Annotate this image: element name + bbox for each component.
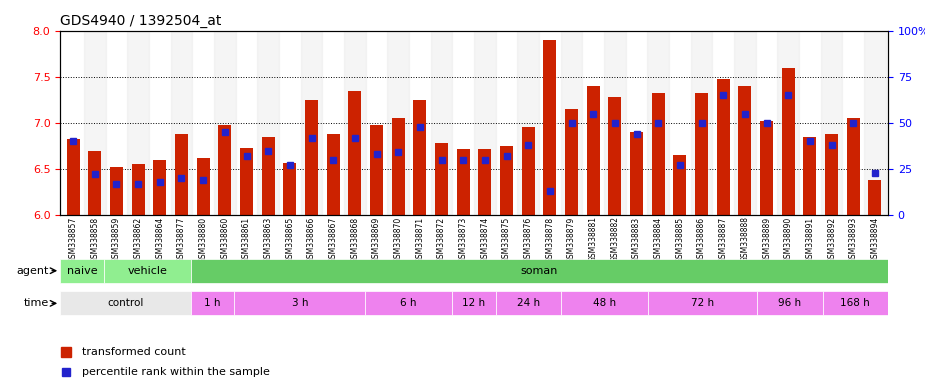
Bar [128, 31, 149, 215]
Bar [344, 31, 365, 215]
Bar [388, 31, 409, 215]
Bar [478, 149, 491, 215]
Text: soman: soman [521, 266, 558, 276]
Bar [804, 137, 817, 215]
Bar [240, 148, 253, 215]
Bar [543, 40, 557, 215]
Text: time: time [24, 298, 49, 308]
Text: 6 h: 6 h [401, 298, 417, 308]
Text: transformed count: transformed count [82, 346, 186, 357]
Bar [257, 31, 279, 215]
Bar [864, 31, 886, 215]
Bar [846, 118, 860, 215]
Bar [517, 31, 539, 215]
Bar [110, 167, 123, 215]
Bar [413, 100, 426, 215]
Bar [565, 109, 578, 215]
Bar [305, 100, 318, 215]
Bar [717, 79, 730, 215]
Text: percentile rank within the sample: percentile rank within the sample [82, 366, 270, 377]
Bar [327, 134, 339, 215]
Bar [170, 31, 192, 215]
Bar [131, 164, 144, 215]
Bar [778, 31, 799, 215]
Text: 1 h: 1 h [204, 298, 221, 308]
Bar [869, 180, 882, 215]
Bar [630, 132, 643, 215]
FancyBboxPatch shape [104, 259, 191, 283]
Bar [262, 137, 275, 215]
Bar [561, 31, 583, 215]
FancyBboxPatch shape [822, 291, 888, 316]
FancyBboxPatch shape [648, 291, 758, 316]
Text: 72 h: 72 h [691, 298, 714, 308]
Text: GDS4940 / 1392504_at: GDS4940 / 1392504_at [60, 14, 221, 28]
Text: vehicle: vehicle [128, 266, 167, 276]
Bar [648, 31, 669, 215]
FancyBboxPatch shape [758, 291, 822, 316]
Bar [604, 31, 626, 215]
Bar [673, 155, 686, 215]
Bar [586, 86, 599, 215]
Text: 24 h: 24 h [517, 298, 540, 308]
Text: 168 h: 168 h [841, 298, 870, 308]
Bar [820, 31, 843, 215]
Bar [825, 134, 838, 215]
Bar [218, 125, 231, 215]
FancyBboxPatch shape [452, 291, 496, 316]
Bar [738, 86, 751, 215]
Text: agent: agent [17, 266, 49, 276]
FancyBboxPatch shape [234, 291, 365, 316]
Bar [734, 31, 756, 215]
Bar [370, 125, 383, 215]
Text: 12 h: 12 h [462, 298, 486, 308]
Bar [214, 31, 236, 215]
Bar [349, 91, 362, 215]
Bar [457, 149, 470, 215]
Bar [88, 151, 102, 215]
Bar [175, 134, 188, 215]
Bar [67, 139, 80, 215]
FancyBboxPatch shape [561, 291, 648, 316]
Bar [652, 93, 665, 215]
Bar [84, 31, 105, 215]
FancyBboxPatch shape [365, 291, 452, 316]
Bar [691, 31, 712, 215]
Bar [782, 68, 795, 215]
Bar [522, 127, 535, 215]
Bar [474, 31, 496, 215]
FancyBboxPatch shape [191, 291, 234, 316]
Bar [431, 31, 452, 215]
FancyBboxPatch shape [496, 291, 561, 316]
Bar [609, 97, 622, 215]
Text: 48 h: 48 h [593, 298, 616, 308]
Bar [500, 146, 513, 215]
Text: 96 h: 96 h [779, 298, 802, 308]
Text: naive: naive [67, 266, 97, 276]
Bar [283, 164, 296, 215]
Bar [154, 160, 166, 215]
Bar [435, 143, 448, 215]
Bar [695, 93, 709, 215]
FancyBboxPatch shape [191, 259, 888, 283]
FancyBboxPatch shape [60, 291, 191, 316]
Text: 3 h: 3 h [291, 298, 308, 308]
Bar [391, 118, 405, 215]
FancyBboxPatch shape [60, 259, 104, 283]
Bar [301, 31, 322, 215]
Bar [197, 158, 210, 215]
Bar [760, 121, 773, 215]
Text: control: control [107, 298, 143, 308]
